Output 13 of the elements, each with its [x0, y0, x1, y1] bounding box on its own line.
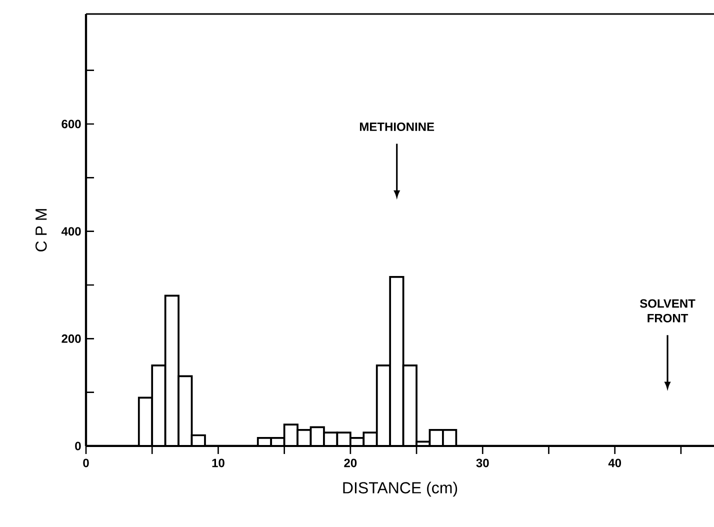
- y-tick-label: 400: [61, 227, 81, 236]
- x-tick-label: 30: [476, 458, 489, 468]
- y-tick-label: 600: [62, 120, 81, 128]
- annotation: SOLVENT FRONT: [640, 299, 696, 322]
- x-tick-label: 20: [344, 458, 357, 468]
- y-axis-title: C P M: [35, 209, 47, 252]
- x-tick-label: 10: [212, 458, 224, 468]
- x-axis-title: DISTANCE (cm): [343, 482, 458, 497]
- x-tick-label: 0: [83, 458, 89, 468]
- x-tick-label: 40: [608, 458, 622, 468]
- y-tick-label: 200: [62, 334, 81, 343]
- annotation: METHIONINE: [360, 122, 434, 132]
- y-tick-label: 0: [75, 442, 81, 450]
